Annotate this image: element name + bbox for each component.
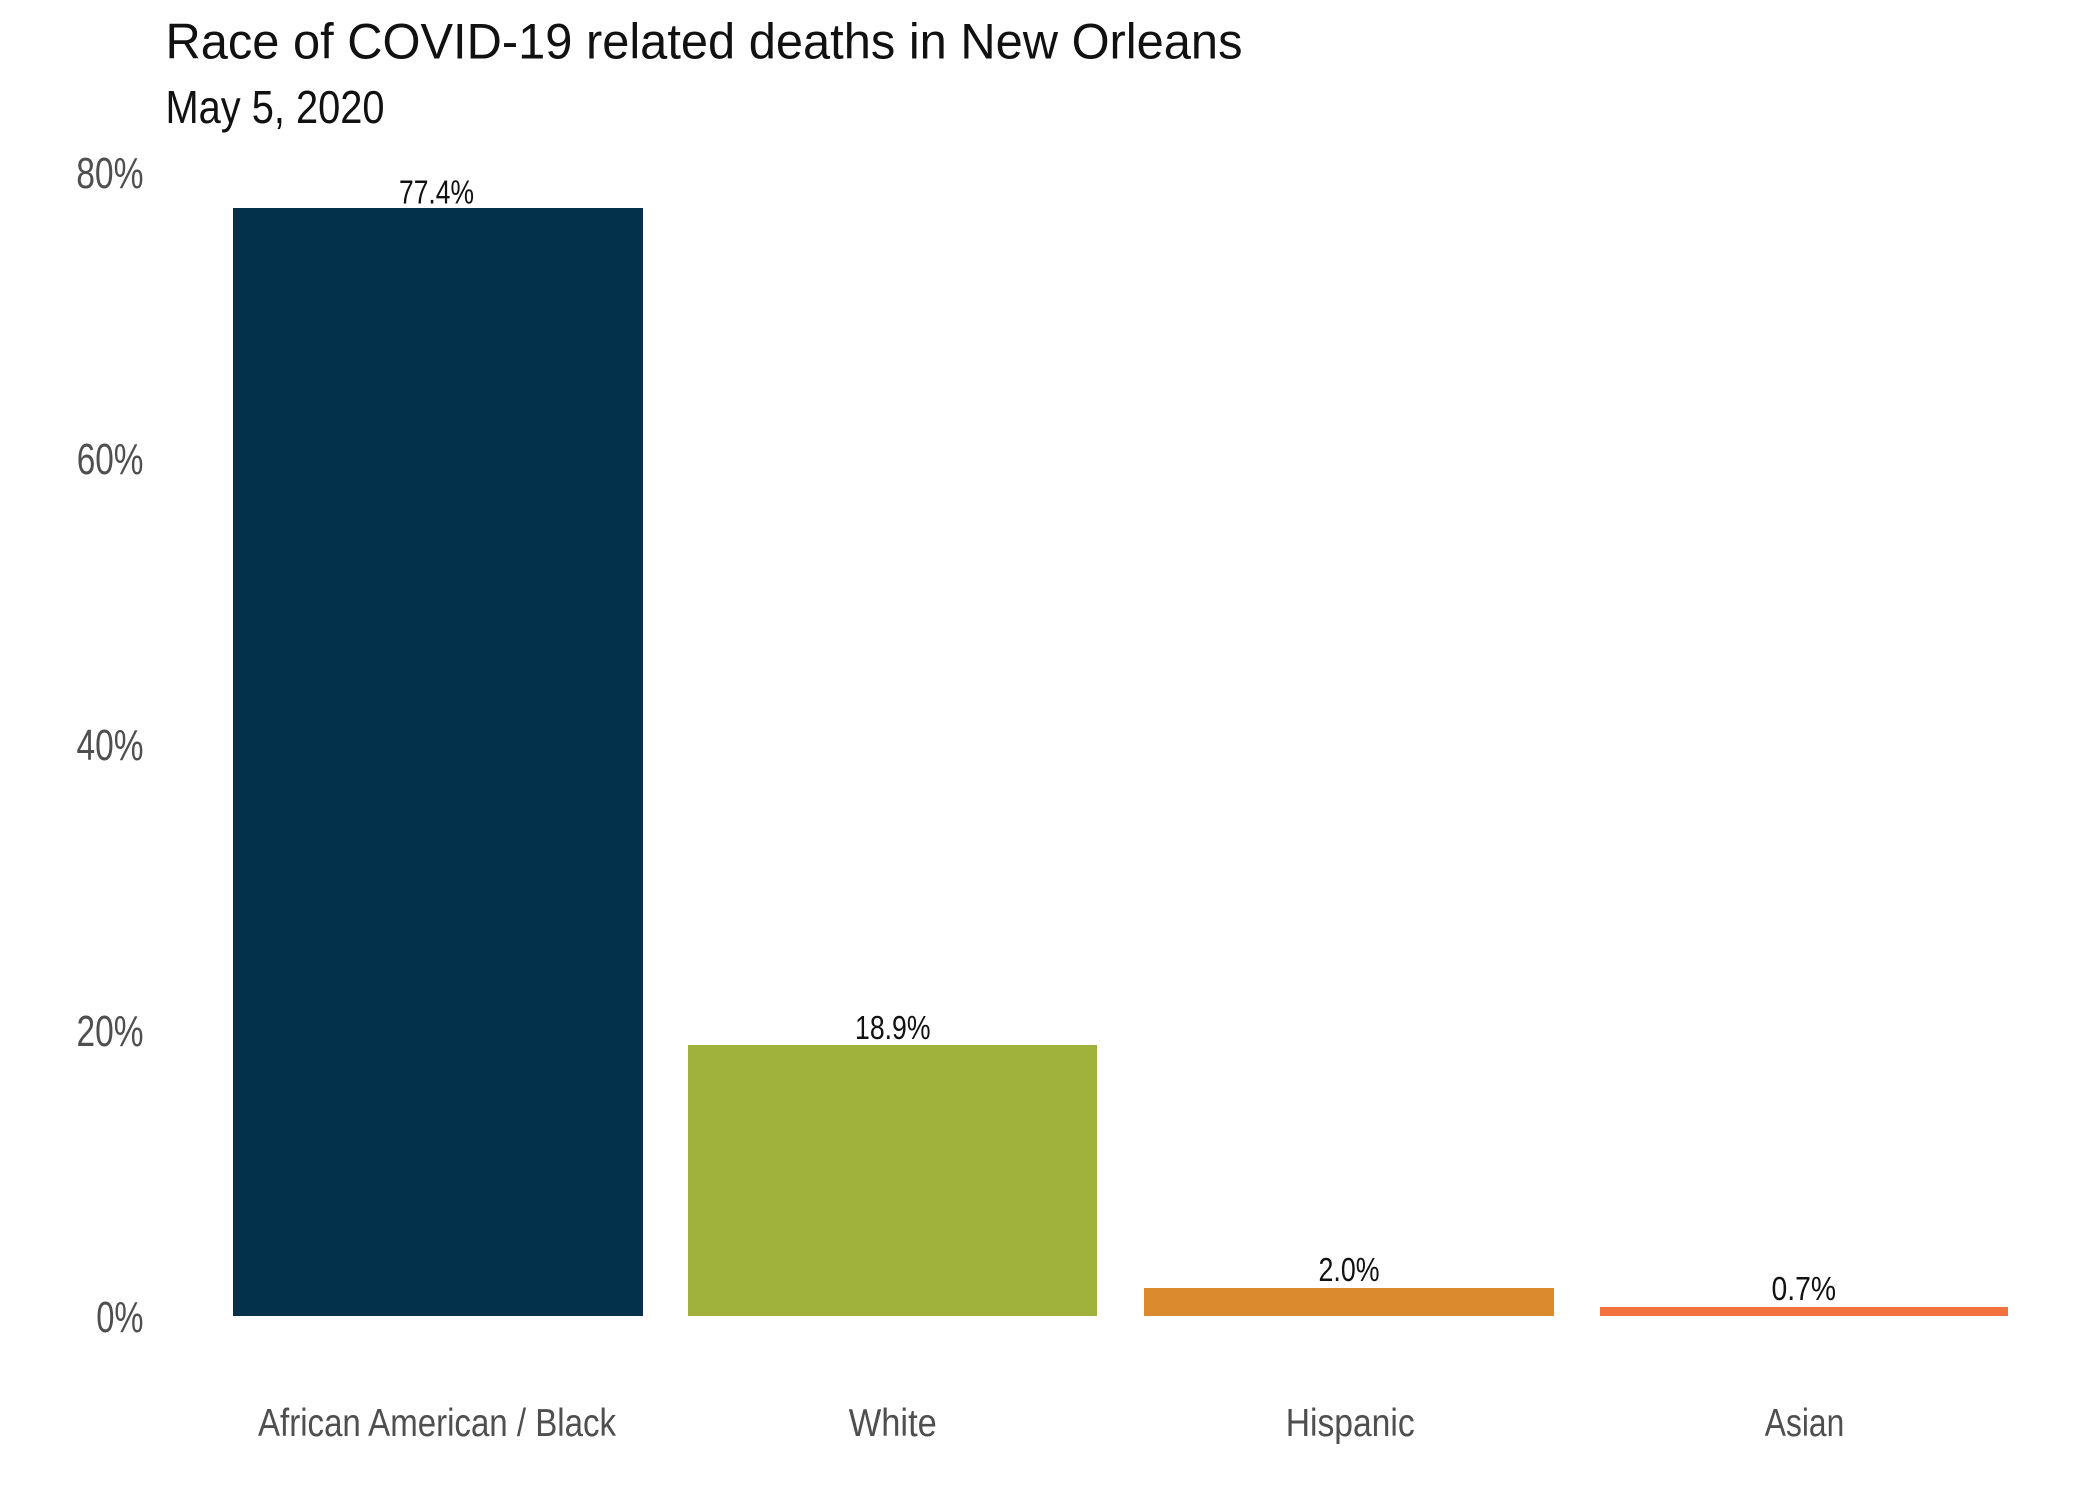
svg-text:40%: 40% bbox=[77, 721, 144, 770]
svg-text:2.0%: 2.0% bbox=[1319, 1251, 1380, 1288]
svg-text:May 5, 2020: May 5, 2020 bbox=[166, 81, 385, 133]
svg-text:77.4%: 77.4% bbox=[399, 173, 474, 210]
svg-text:White: White bbox=[849, 1402, 937, 1445]
svg-text:20%: 20% bbox=[77, 1007, 144, 1056]
svg-text:0%: 0% bbox=[96, 1293, 143, 1342]
svg-text:80%: 80% bbox=[76, 149, 143, 198]
svg-text:Race of COVID-19 related death: Race of COVID-19 related deaths in New O… bbox=[166, 13, 1243, 70]
svg-text:60%: 60% bbox=[77, 435, 144, 484]
svg-text:African American / Black: African American / Black bbox=[258, 1402, 616, 1445]
svg-text:0.7%: 0.7% bbox=[1772, 1270, 1837, 1307]
svg-text:Hispanic: Hispanic bbox=[1286, 1402, 1415, 1445]
svg-text:Asian: Asian bbox=[1765, 1402, 1845, 1445]
svg-text:18.9%: 18.9% bbox=[855, 1009, 931, 1046]
